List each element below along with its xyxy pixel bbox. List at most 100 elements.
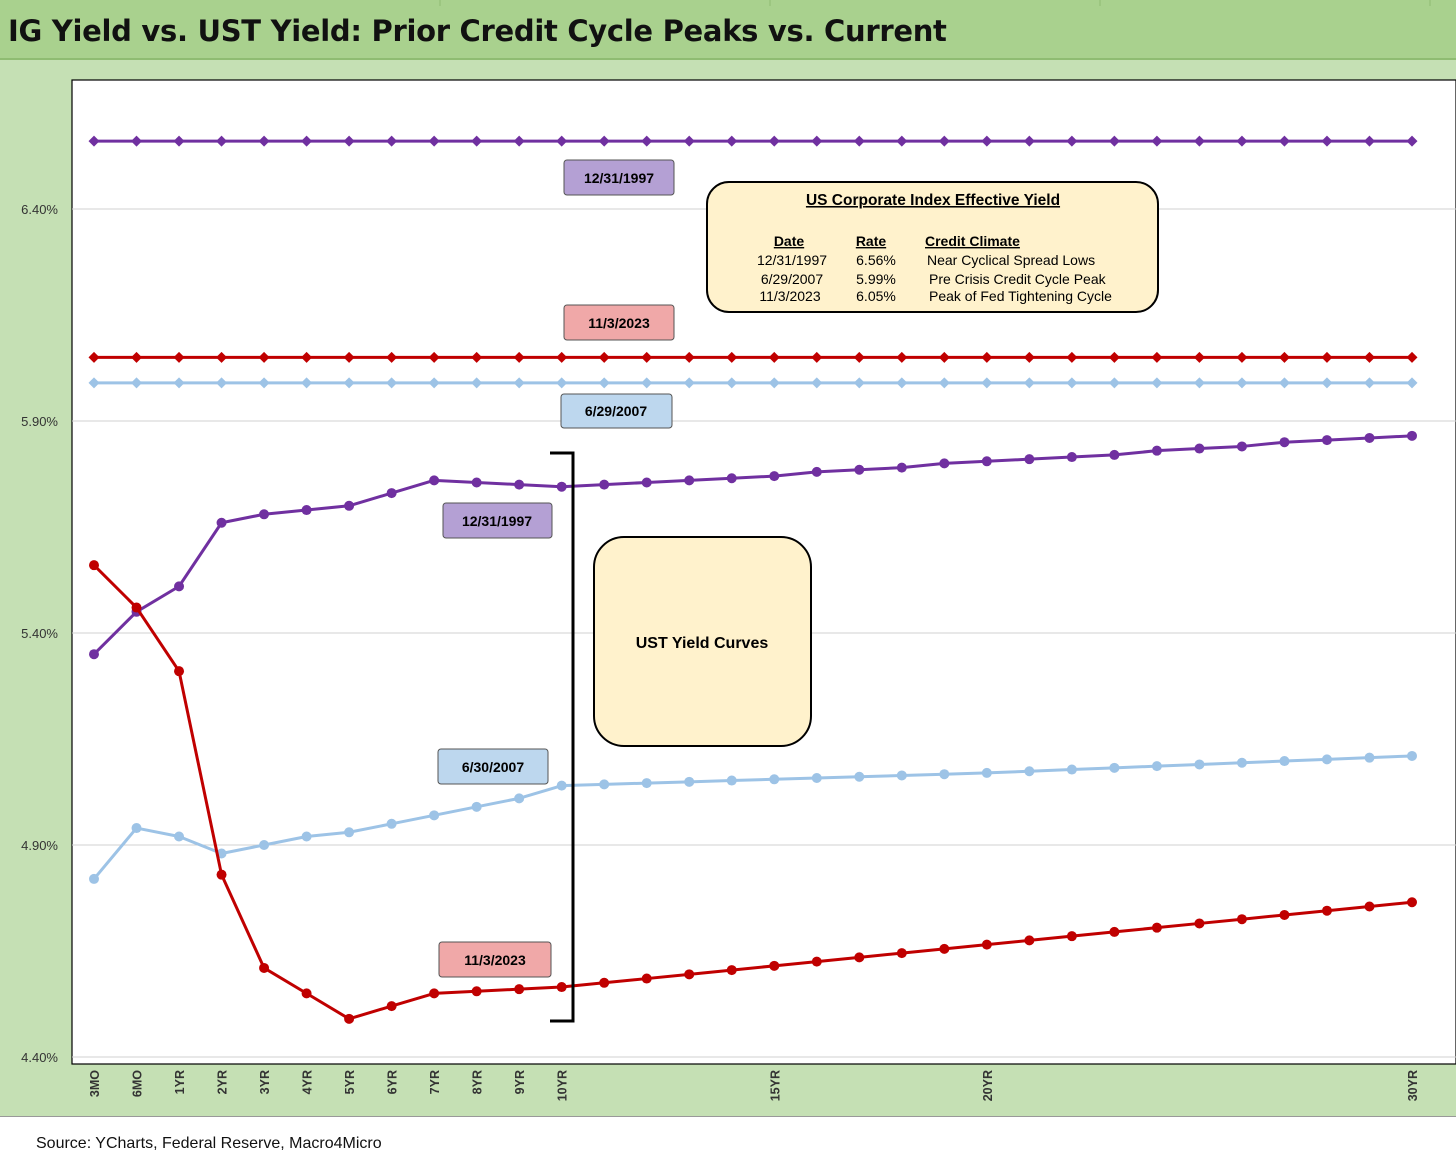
data-point xyxy=(258,135,270,147)
data-point xyxy=(938,377,950,389)
data-point xyxy=(854,771,865,782)
data-point xyxy=(1321,351,1333,363)
data-point xyxy=(386,351,398,363)
data-point xyxy=(1407,430,1417,441)
data-point xyxy=(1194,759,1205,770)
data-point xyxy=(1193,377,1205,389)
callout-text: 11/3/2023 xyxy=(464,952,526,968)
data-point xyxy=(981,135,993,147)
y-axis-ticks: 4.40% 4.90% 5.40% 5.90% 6.40% xyxy=(21,202,58,1065)
data-point xyxy=(1321,754,1332,765)
data-point xyxy=(1066,351,1078,363)
data-point xyxy=(811,773,822,784)
y-tick-label: 4.40% xyxy=(21,1050,58,1065)
data-point xyxy=(1193,135,1205,147)
series-ig-11-3-2023 xyxy=(88,351,1418,363)
data-point xyxy=(1278,135,1290,147)
data-point xyxy=(1066,377,1078,389)
data-point xyxy=(853,135,865,147)
data-point xyxy=(513,351,525,363)
data-point xyxy=(513,377,525,389)
data-point xyxy=(1108,135,1120,147)
y-tick-label: 5.90% xyxy=(21,414,58,429)
data-point xyxy=(173,377,185,389)
data-point xyxy=(896,351,908,363)
data-point xyxy=(683,351,695,363)
callout-box xyxy=(563,159,675,196)
data-point xyxy=(1407,750,1417,761)
data-point xyxy=(1364,752,1375,763)
data-point xyxy=(216,135,228,147)
data-point xyxy=(599,479,610,490)
x-tick-label: 10YR xyxy=(556,1070,570,1101)
data-point xyxy=(641,377,653,389)
data-point xyxy=(386,488,397,499)
data-point xyxy=(471,477,482,488)
data-point xyxy=(556,982,567,993)
data-point xyxy=(131,602,142,613)
data-point xyxy=(258,377,270,389)
data-point xyxy=(514,479,525,490)
info-row-climate: Near Cyclical Spread Lows xyxy=(927,252,1095,268)
x-tick-label: 15YR xyxy=(768,1070,782,1101)
data-point xyxy=(131,135,143,147)
data-point xyxy=(1109,449,1120,460)
data-point xyxy=(259,509,270,520)
data-point xyxy=(1406,377,1418,389)
data-point xyxy=(344,827,355,838)
data-point xyxy=(88,351,100,363)
data-point xyxy=(216,517,227,528)
data-point xyxy=(896,948,907,959)
series-line xyxy=(92,434,1413,656)
data-point xyxy=(938,351,950,363)
title-bar: IG Yield vs. UST Yield: Prior Credit Cyc… xyxy=(0,0,1456,60)
data-point xyxy=(684,776,695,787)
info-row-rate: 5.99% xyxy=(856,271,896,287)
data-point xyxy=(556,481,567,492)
data-point xyxy=(726,473,737,484)
data-point xyxy=(1023,377,1035,389)
data-point xyxy=(1151,351,1163,363)
data-point xyxy=(216,869,227,880)
data-point xyxy=(429,810,440,821)
info-row-rate: 6.05% xyxy=(856,288,896,304)
data-point xyxy=(1151,377,1163,389)
data-point xyxy=(896,462,907,473)
data-point xyxy=(428,135,440,147)
data-point xyxy=(301,351,313,363)
data-point xyxy=(1321,135,1333,147)
callout-box xyxy=(563,304,675,341)
data-point xyxy=(88,377,100,389)
data-point xyxy=(513,135,525,147)
x-tick-label: 3YR xyxy=(258,1070,272,1094)
data-point xyxy=(768,351,780,363)
series-ig-12-31-1997 xyxy=(88,135,1418,147)
data-point xyxy=(981,351,993,363)
data-point xyxy=(1363,351,1375,363)
x-tick-label: 30YR xyxy=(1406,1070,1420,1101)
data-point xyxy=(429,988,440,999)
data-point xyxy=(599,779,610,790)
data-point xyxy=(769,774,780,785)
data-point xyxy=(1278,351,1290,363)
x-tick-label: 7YR xyxy=(428,1070,442,1094)
data-point xyxy=(301,831,312,842)
data-point xyxy=(811,135,823,147)
data-point xyxy=(386,135,398,147)
data-point xyxy=(174,581,185,592)
data-point xyxy=(683,377,695,389)
data-point xyxy=(429,475,440,486)
info-row-date: 12/31/1997 xyxy=(757,252,827,268)
data-point xyxy=(1407,897,1417,908)
data-point xyxy=(641,778,652,789)
data-point xyxy=(684,969,695,980)
series-layer xyxy=(88,135,1418,1024)
callout-box xyxy=(438,941,552,978)
data-point xyxy=(599,977,610,988)
data-point xyxy=(768,377,780,389)
data-point xyxy=(131,377,143,389)
data-point xyxy=(471,351,483,363)
info-header-climate: Credit Climate xyxy=(925,233,1020,249)
series-ust-12-31-1997 xyxy=(89,430,1417,660)
